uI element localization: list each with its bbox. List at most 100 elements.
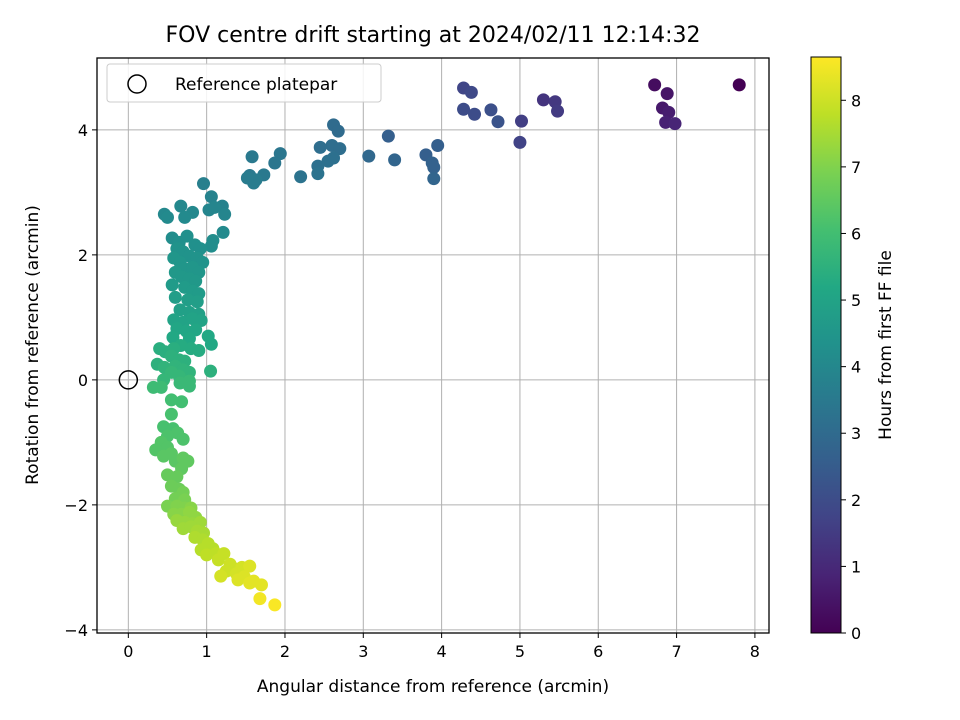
x-tick-label: 5 [515, 642, 525, 661]
x-tick-label: 7 [671, 642, 681, 661]
x-axis-ticks: 0 1 2 3 4 5 6 7 8 [123, 633, 760, 661]
legend-reference-marker [127, 74, 147, 94]
scatter-point [362, 149, 376, 163]
scatter-point [207, 200, 221, 214]
colorbar-tick-label: 3 [851, 424, 861, 443]
reference-platepar-marker [118, 370, 139, 390]
scatter-point [204, 190, 218, 204]
scatter-point [484, 103, 498, 117]
scatter-point [168, 290, 182, 304]
scatter-point [146, 380, 160, 394]
chart-title: FOV centre drift starting at 2024/02/11 … [166, 23, 701, 48]
scatter-point [216, 225, 230, 239]
colorbar-tick-label: 8 [851, 91, 861, 110]
scatter-point [253, 592, 267, 606]
x-tick-label: 4 [437, 642, 447, 661]
colorbar-tick-label: 2 [851, 491, 861, 510]
scatter-point [196, 255, 210, 269]
colorbar-tick-label: 5 [851, 291, 861, 310]
scatter-point [211, 553, 225, 567]
scatter-point [214, 569, 228, 583]
scatter-point [204, 337, 218, 351]
colorbar-tick-label: 1 [851, 557, 861, 576]
legend-box [106, 63, 382, 103]
x-tick-label: 3 [358, 642, 368, 661]
scatter-point [174, 199, 188, 213]
scatter-point [175, 395, 189, 409]
scatter-point [662, 105, 676, 119]
scatter-point [660, 87, 674, 101]
scatter-point [313, 140, 327, 154]
scatter-point [468, 107, 482, 121]
x-axis-label: Angular distance from reference (arcmin) [257, 677, 609, 697]
scatter-point [245, 150, 259, 164]
scatter-point [381, 129, 395, 143]
y-tick-label: −4 [64, 621, 88, 640]
scatter-point [192, 344, 206, 357]
x-tick-label: 1 [202, 642, 212, 661]
legend: Reference platepar [106, 63, 382, 103]
scatter-point [231, 573, 245, 587]
scatter-point [273, 147, 287, 161]
colorbar-tick-label: 6 [851, 224, 861, 243]
scatter-point [170, 470, 184, 484]
x-tick-label: 2 [280, 642, 290, 661]
scatter-point [388, 153, 402, 167]
scatter-point [180, 229, 194, 243]
scatter-point [431, 139, 445, 152]
scatter-point [204, 239, 218, 253]
scatter-point [268, 156, 282, 170]
scatter-points [118, 78, 746, 612]
scatter-point [166, 330, 180, 344]
scatter-point [240, 171, 254, 185]
colorbar-tick-label: 7 [851, 158, 861, 177]
scatter-point [536, 93, 550, 107]
legend-label: Reference platepar [175, 75, 337, 95]
scatter-point [178, 210, 192, 224]
colorbar [810, 56, 842, 634]
scatter-point [243, 559, 257, 573]
plot-frame [96, 57, 770, 634]
scatter-point [457, 102, 471, 116]
colorbar-tick-label: 0 [851, 624, 861, 643]
scatter-point [321, 154, 335, 168]
scatter-point [254, 578, 268, 592]
scatter-point [243, 576, 257, 590]
scatter-point [732, 78, 746, 92]
scatter-point [427, 172, 441, 186]
scatter-point [176, 432, 190, 446]
y-tick-label: −2 [64, 496, 88, 515]
scatter-point [160, 210, 174, 224]
scatter-point [189, 274, 203, 288]
scatter-point [333, 142, 347, 156]
x-tick-label: 0 [123, 642, 133, 661]
y-tick-label: 2 [78, 246, 88, 265]
scatter-point [197, 177, 211, 191]
y-tick-label: 0 [78, 371, 88, 390]
scatter-point [648, 78, 662, 92]
scatter-point [268, 598, 282, 612]
scatter-point [515, 114, 529, 128]
colorbar-ticks: 0 1 2 3 4 5 6 7 8 [841, 91, 861, 643]
scatter-point [311, 167, 325, 181]
x-tick-label: 8 [750, 642, 760, 661]
x-tick-label: 6 [593, 642, 603, 661]
y-axis-ticks: −4 −2 0 2 4 [64, 121, 97, 640]
scatter-point [491, 115, 505, 129]
scatter-point [294, 170, 308, 184]
y-tick-label: 4 [78, 121, 88, 140]
scatter-point [331, 124, 345, 138]
scatter-point [182, 379, 196, 393]
scatter-point [464, 85, 478, 99]
scatter-point [218, 207, 232, 221]
scatter-point [194, 314, 208, 327]
colorbar-tick-label: 4 [851, 358, 861, 377]
scatter-point [164, 407, 178, 421]
scatter-point [427, 160, 441, 174]
scatter-point [165, 278, 179, 292]
scatter-point [190, 295, 204, 309]
scatter-point [204, 364, 218, 378]
y-axis-label: Rotation from reference (arcmin) [23, 205, 43, 485]
colorbar-label: Hours from first FF file [876, 250, 896, 440]
